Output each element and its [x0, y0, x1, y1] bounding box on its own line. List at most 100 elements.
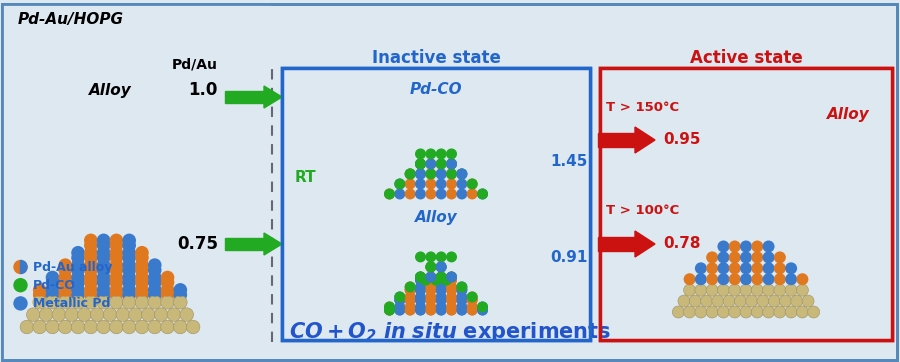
Circle shape	[774, 284, 786, 296]
Circle shape	[379, 315, 390, 325]
Circle shape	[752, 273, 763, 285]
Circle shape	[84, 233, 97, 247]
Circle shape	[477, 304, 488, 315]
Text: 1.0: 1.0	[189, 81, 218, 99]
Circle shape	[729, 240, 741, 252]
Circle shape	[762, 251, 775, 264]
Circle shape	[374, 324, 384, 336]
Circle shape	[482, 311, 493, 323]
Circle shape	[456, 168, 467, 180]
Circle shape	[430, 274, 442, 286]
Circle shape	[405, 189, 416, 199]
Text: 0.95: 0.95	[663, 132, 700, 147]
Circle shape	[415, 148, 426, 159]
Circle shape	[488, 324, 499, 336]
Text: Pd/Au: Pd/Au	[172, 57, 218, 71]
Text: Active state: Active state	[689, 49, 803, 67]
Circle shape	[161, 320, 175, 334]
Circle shape	[436, 282, 446, 292]
Circle shape	[394, 302, 405, 312]
Circle shape	[415, 189, 426, 199]
Text: Metallic Pd: Metallic Pd	[33, 297, 111, 310]
Circle shape	[405, 302, 416, 312]
Circle shape	[729, 251, 741, 264]
Circle shape	[110, 271, 123, 284]
Circle shape	[46, 325, 59, 339]
Circle shape	[384, 189, 395, 199]
Circle shape	[394, 178, 405, 189]
Circle shape	[706, 284, 718, 296]
Circle shape	[740, 262, 752, 274]
Circle shape	[77, 308, 91, 321]
Circle shape	[161, 288, 175, 302]
Circle shape	[40, 308, 53, 321]
Circle shape	[436, 209, 446, 219]
Bar	[601, 69, 891, 339]
Circle shape	[420, 315, 431, 325]
Circle shape	[436, 324, 446, 336]
Bar	[225, 91, 264, 103]
Circle shape	[446, 272, 457, 282]
Circle shape	[456, 168, 467, 180]
Circle shape	[46, 320, 59, 334]
Text: T > 150°C: T > 150°C	[606, 101, 680, 114]
Circle shape	[467, 291, 478, 303]
Circle shape	[446, 285, 457, 295]
Circle shape	[689, 295, 701, 307]
Circle shape	[796, 306, 808, 318]
Circle shape	[110, 283, 123, 297]
Circle shape	[446, 209, 457, 219]
Circle shape	[84, 239, 97, 252]
Circle shape	[426, 159, 436, 169]
Circle shape	[415, 294, 426, 306]
Circle shape	[456, 282, 467, 292]
Circle shape	[84, 246, 97, 260]
Circle shape	[415, 168, 426, 180]
Circle shape	[446, 285, 457, 295]
Circle shape	[405, 209, 416, 219]
Circle shape	[135, 263, 148, 277]
Circle shape	[436, 272, 446, 282]
Circle shape	[374, 324, 384, 336]
Circle shape	[430, 311, 442, 323]
Circle shape	[446, 321, 457, 333]
Text: 1.45: 1.45	[551, 155, 588, 169]
Circle shape	[456, 304, 467, 315]
Circle shape	[446, 159, 457, 169]
Circle shape	[33, 288, 47, 302]
Circle shape	[467, 304, 478, 315]
Circle shape	[477, 302, 488, 312]
Circle shape	[446, 324, 457, 336]
Circle shape	[426, 324, 436, 336]
Text: RT: RT	[295, 169, 317, 185]
Circle shape	[762, 306, 775, 318]
Circle shape	[135, 276, 148, 289]
Circle shape	[148, 271, 161, 284]
Circle shape	[446, 148, 457, 159]
Text: 0.91: 0.91	[551, 249, 588, 265]
Circle shape	[456, 294, 467, 306]
Text: T > 100°C: T > 100°C	[606, 204, 680, 217]
Circle shape	[774, 306, 786, 318]
Circle shape	[740, 284, 752, 296]
Circle shape	[436, 274, 446, 286]
Circle shape	[84, 276, 97, 289]
Circle shape	[436, 261, 446, 273]
Circle shape	[415, 304, 426, 315]
Bar	[283, 69, 589, 339]
Circle shape	[405, 178, 416, 189]
Circle shape	[446, 294, 457, 306]
Circle shape	[467, 324, 478, 336]
Text: Pd-CO: Pd-CO	[410, 82, 463, 97]
Circle shape	[410, 315, 421, 325]
Circle shape	[745, 295, 758, 307]
Circle shape	[740, 240, 752, 252]
Circle shape	[451, 198, 463, 210]
Circle shape	[97, 300, 111, 314]
Circle shape	[467, 294, 478, 306]
Circle shape	[684, 273, 696, 285]
Circle shape	[456, 321, 467, 333]
Circle shape	[706, 273, 718, 285]
Circle shape	[436, 178, 446, 189]
Circle shape	[97, 276, 111, 289]
